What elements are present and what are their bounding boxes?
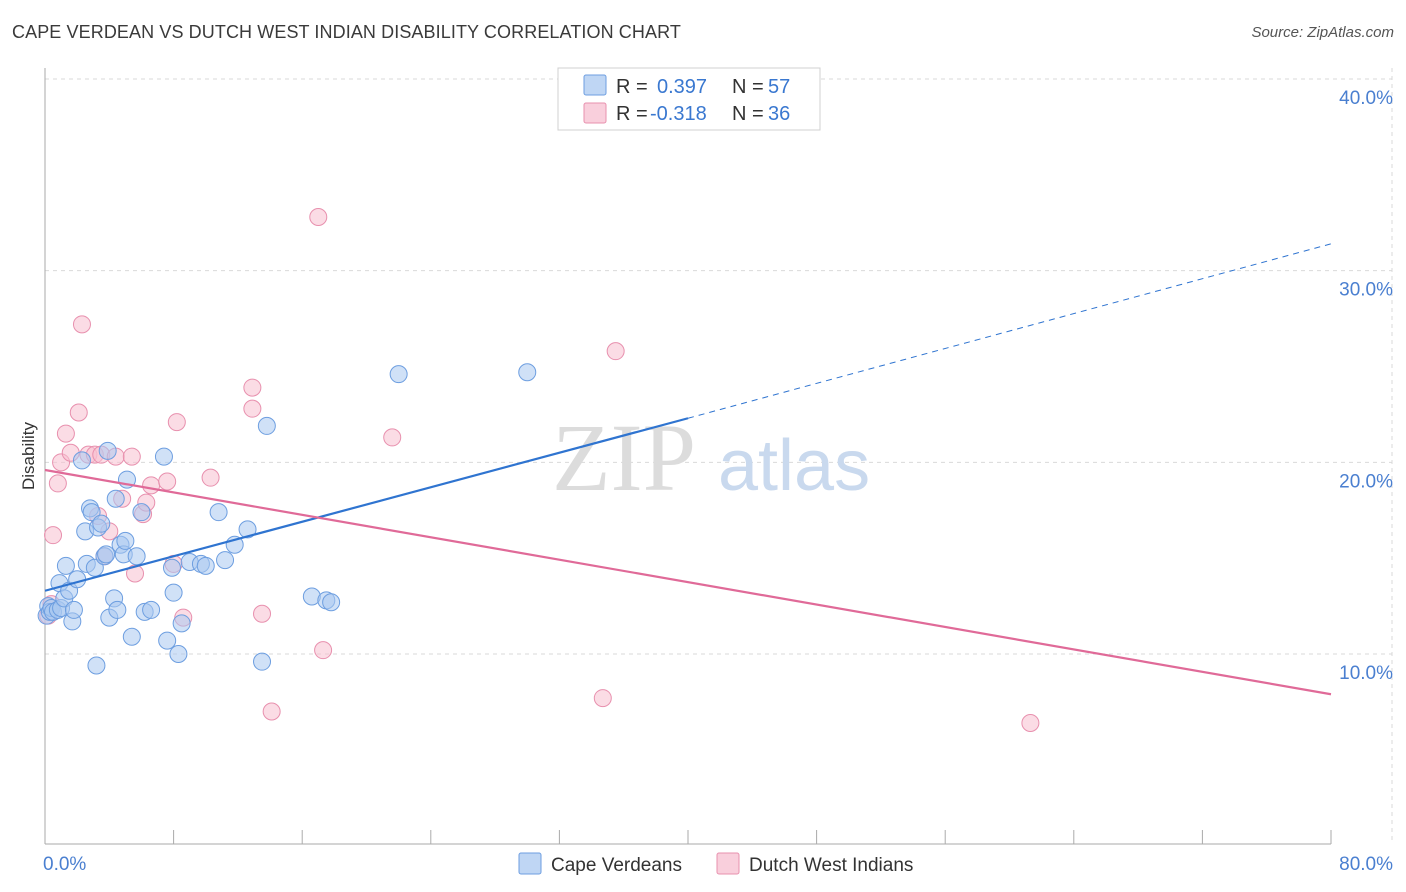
point-cape-verdean bbox=[108, 600, 127, 619]
point-dutch-west-indian bbox=[72, 315, 91, 334]
y-tick-label-40: 40.0% bbox=[1339, 88, 1393, 109]
trend-lines bbox=[44, 243, 1332, 696]
y-tick-label-10: 10.0% bbox=[1339, 663, 1393, 684]
point-cape-verdean bbox=[389, 365, 408, 384]
point-dutch-west-indian bbox=[142, 476, 161, 495]
legend-n-label-0: N = bbox=[732, 76, 764, 98]
point-cape-verdean bbox=[97, 545, 116, 564]
point-cape-verdean bbox=[87, 656, 106, 675]
x-tick-label-min: 0.0% bbox=[43, 854, 86, 875]
legend-n-label-1: N = bbox=[732, 103, 764, 125]
point-cape-verdean bbox=[216, 551, 235, 570]
point-dutch-west-indian bbox=[167, 413, 186, 432]
legend-swatch-blue bbox=[583, 74, 607, 96]
point-dutch-west-indian bbox=[69, 403, 88, 422]
point-dutch-west-indian bbox=[253, 604, 272, 623]
point-dutch-west-indian bbox=[1021, 714, 1040, 732]
point-cape-verdean bbox=[196, 556, 215, 575]
y-axis-title: Disability bbox=[19, 421, 38, 490]
x-tick-label-max: 80.0% bbox=[1339, 854, 1393, 875]
point-cape-verdean bbox=[158, 631, 177, 650]
grid-lines bbox=[45, 68, 1393, 844]
point-cape-verdean bbox=[257, 416, 276, 435]
trend-line-cape-verdeans bbox=[44, 417, 689, 592]
point-cape-verdean bbox=[518, 363, 537, 382]
y-tick-labels: 10.0% 20.0% 30.0% 40.0% bbox=[1339, 88, 1393, 684]
trend-line-cape-verdeans-projection bbox=[687, 243, 1332, 419]
point-cape-verdean bbox=[253, 652, 272, 671]
point-cape-verdean bbox=[68, 570, 87, 589]
point-dutch-west-indian bbox=[262, 702, 281, 721]
source-label: Source: ZipAtlas.com bbox=[1251, 24, 1394, 41]
point-cape-verdean bbox=[64, 600, 83, 619]
point-cape-verdean bbox=[98, 441, 117, 460]
point-dutch-west-indian bbox=[606, 342, 625, 361]
point-dutch-west-indian bbox=[314, 641, 333, 660]
series-cape-verdeans bbox=[37, 363, 537, 675]
point-cape-verdean bbox=[322, 593, 341, 612]
legend-r-value-0: 0.397 bbox=[657, 76, 707, 98]
point-dutch-west-indian bbox=[593, 689, 612, 708]
trend-line-dutch-west-indians bbox=[44, 468, 1332, 696]
y-tick-label-20: 20.0% bbox=[1339, 471, 1393, 492]
point-dutch-west-indian bbox=[44, 526, 63, 545]
point-cape-verdean bbox=[132, 503, 151, 522]
point-cape-verdean bbox=[106, 489, 125, 508]
legend-r-label-1: R = bbox=[616, 103, 648, 125]
point-cape-verdean bbox=[172, 614, 191, 633]
point-dutch-west-indian bbox=[122, 447, 141, 466]
legend-r-label-0: R = bbox=[616, 76, 648, 98]
legend-swatch-pink bbox=[583, 102, 607, 124]
watermark-zip: ZIP bbox=[552, 404, 696, 511]
point-dutch-west-indian bbox=[56, 424, 75, 443]
point-dutch-west-indian bbox=[309, 208, 328, 226]
y-tick-label-30: 30.0% bbox=[1339, 280, 1393, 301]
series-legend: Cape Verdeans Dutch West Indians bbox=[518, 852, 913, 876]
point-cape-verdean bbox=[72, 451, 91, 470]
legend-n-value-1: 36 bbox=[768, 103, 790, 125]
correlation-legend: R = 0.397 N = 57 R = -0.318 N = 36 bbox=[557, 67, 821, 131]
point-cape-verdean bbox=[92, 514, 111, 533]
point-cape-verdean bbox=[116, 531, 135, 550]
point-dutch-west-indian bbox=[201, 468, 220, 487]
x-tick-labels: 0.0% 80.0% bbox=[43, 854, 1393, 875]
legend-r-value-1: -0.318 bbox=[650, 103, 707, 125]
point-cape-verdean bbox=[127, 547, 146, 566]
point-cape-verdean bbox=[162, 558, 181, 577]
bottom-legend-label-cape-verdeans: Cape Verdeans bbox=[551, 855, 682, 876]
point-cape-verdean bbox=[82, 503, 101, 522]
point-cape-verdean bbox=[209, 503, 228, 522]
watermark: ZIP atlas bbox=[552, 404, 870, 511]
point-cape-verdean bbox=[142, 600, 161, 619]
watermark-atlas: atlas bbox=[718, 426, 870, 506]
point-cape-verdean bbox=[169, 645, 188, 663]
bottom-legend-swatch-blue bbox=[518, 852, 542, 875]
point-dutch-west-indian bbox=[383, 428, 402, 447]
point-cape-verdean bbox=[164, 583, 183, 602]
point-cape-verdean bbox=[154, 447, 173, 466]
series-dutch-west-indians bbox=[39, 208, 1040, 732]
point-cape-verdean bbox=[56, 556, 75, 575]
bottom-legend-swatch-pink bbox=[716, 852, 740, 875]
bottom-legend-label-dutch-west-indians: Dutch West Indians bbox=[749, 855, 913, 876]
point-dutch-west-indian bbox=[243, 378, 262, 397]
legend-n-value-0: 57 bbox=[768, 76, 790, 98]
point-dutch-west-indian bbox=[158, 472, 177, 491]
point-dutch-west-indian bbox=[48, 474, 67, 493]
point-cape-verdean bbox=[238, 520, 257, 539]
axes bbox=[44, 68, 1332, 845]
point-dutch-west-indian bbox=[243, 399, 262, 418]
point-cape-verdean bbox=[122, 627, 141, 646]
chart-title: CAPE VERDEAN VS DUTCH WEST INDIAN DISABI… bbox=[12, 22, 681, 42]
